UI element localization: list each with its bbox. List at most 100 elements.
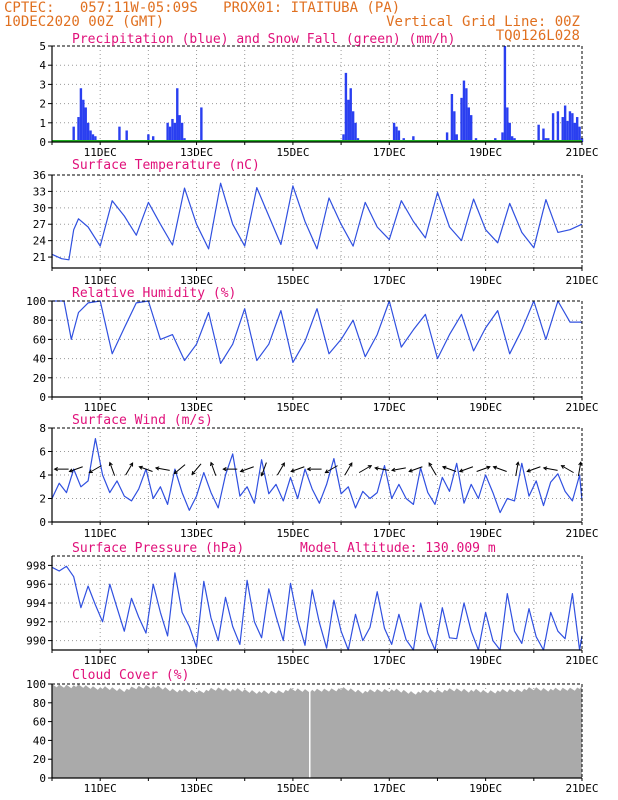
precip-bar (342, 134, 345, 142)
panel-title: Surface Wind (m/s) (72, 413, 213, 428)
wind-direction-arrow (408, 466, 423, 473)
y-tick-label: 33 (33, 185, 46, 198)
precip-bar (147, 134, 150, 142)
wind-direction-arrow (138, 465, 153, 472)
wind-direction-arrow (88, 465, 102, 474)
precip-bar (575, 117, 579, 142)
wind-direction-arrow (276, 462, 285, 476)
wind-direction-arrow (239, 466, 254, 473)
y-tick-label: 8 (39, 422, 46, 435)
x-tick-label: 17DEC (373, 146, 406, 159)
wind-direction-arrow (125, 462, 134, 476)
precip-bar (89, 130, 92, 142)
precip-bar (351, 111, 355, 142)
x-tick-label: 21DEC (565, 274, 598, 287)
precip-bar (168, 126, 172, 142)
wind-direction-arrow (476, 465, 491, 472)
header-grid-line-note: Vertical Grid Line: 00Z (386, 14, 580, 30)
y-tick-label: 40 (33, 734, 46, 747)
y-tick-label: 2 (39, 98, 46, 111)
y-tick-label: 4 (39, 59, 46, 72)
y-tick-label: 30 (33, 202, 46, 215)
y-tick-label: 100 (26, 678, 46, 691)
y-tick-label: 20 (33, 372, 46, 385)
precip-bar (347, 99, 350, 142)
precip-bar (561, 117, 564, 142)
x-tick-label: 13DEC (180, 527, 213, 540)
x-tick-label: 19DEC (469, 401, 502, 414)
y-tick-label: 990 (26, 635, 46, 648)
x-tick-label: 15DEC (276, 274, 309, 287)
y-tick-label: 0 (39, 391, 46, 404)
precip-bar (118, 126, 121, 142)
y-tick-label: 80 (33, 697, 46, 710)
wind-direction-arrow (358, 465, 373, 474)
precip-bar (176, 88, 179, 142)
y-tick-label: 40 (33, 353, 46, 366)
y-tick-label: 0 (39, 772, 46, 785)
x-tick-label: 15DEC (276, 401, 309, 414)
precip-bar (173, 122, 177, 142)
wind-direction-arrow (290, 466, 305, 473)
precip-bar (501, 132, 504, 142)
precip-bar (180, 122, 184, 142)
x-tick-label: 11DEC (84, 654, 117, 667)
x-tick-label: 17DEC (373, 782, 406, 795)
x-tick-label: 13DEC (180, 654, 213, 667)
precip-bar (508, 122, 511, 142)
precip-bar (469, 115, 473, 142)
panel-title: Surface Temperature (nC) (72, 158, 260, 173)
y-tick-label: 992 (26, 616, 46, 629)
wind-series-line (51, 438, 583, 514)
precip-bar (178, 115, 181, 142)
pressure-series-line (51, 565, 583, 651)
x-tick-label: 17DEC (373, 401, 406, 414)
x-tick-label: 15DEC (276, 782, 309, 795)
x-tick-label: 11DEC (84, 782, 117, 795)
x-tick-label: 11DEC (84, 527, 117, 540)
precip-bar (467, 107, 470, 142)
y-tick-label: 2 (39, 493, 46, 506)
x-tick-label: 17DEC (373, 274, 406, 287)
wind-direction-arrow (344, 462, 353, 476)
precip-bar (151, 136, 155, 142)
y-tick-label: 24 (33, 235, 47, 248)
y-tick-label: 994 (26, 597, 46, 610)
precip-bar (200, 107, 203, 142)
precip-bar (566, 120, 569, 142)
wind-direction-arrow (374, 466, 390, 471)
precip-bar (542, 128, 545, 142)
humidity-series-line (52, 300, 582, 364)
precip-bar (510, 136, 514, 142)
precip-bar (445, 132, 449, 142)
temperature-series-line (51, 182, 583, 261)
y-tick-label: 60 (33, 716, 46, 729)
wind-direction-arrow (492, 465, 507, 472)
wind-direction-arrow (526, 466, 541, 473)
precip-bar (94, 136, 97, 142)
precip-bar (450, 94, 454, 142)
y-tick-label: 1 (39, 117, 46, 130)
y-tick-label: 20 (33, 753, 46, 766)
precip-bar (412, 136, 415, 142)
panel-title: Cloud Cover (%) (72, 668, 189, 683)
precip-bar (354, 122, 357, 142)
x-tick-label: 11DEC (84, 146, 117, 159)
precip-bar (465, 88, 468, 142)
wind-direction-arrow (577, 461, 583, 477)
header-run-date: 10DEC2020 00Z (GMT) (4, 14, 165, 30)
precip-bar (503, 46, 507, 142)
wind-direction-arrow (191, 463, 202, 476)
wind-direction-arrow (560, 465, 574, 474)
wind-direction-arrow (515, 461, 520, 477)
precip-bar (573, 122, 576, 142)
wind-direction-arrow (154, 466, 170, 471)
wind-direction-arrow (53, 467, 69, 472)
model-altitude-label: Model Altitude: 130.009 m (300, 541, 496, 556)
y-tick-label: 60 (33, 333, 46, 346)
precip-bar (344, 72, 348, 142)
wind-direction-arrow (173, 464, 186, 475)
wind-direction-arrow (390, 467, 406, 472)
precip-bar (72, 126, 75, 142)
